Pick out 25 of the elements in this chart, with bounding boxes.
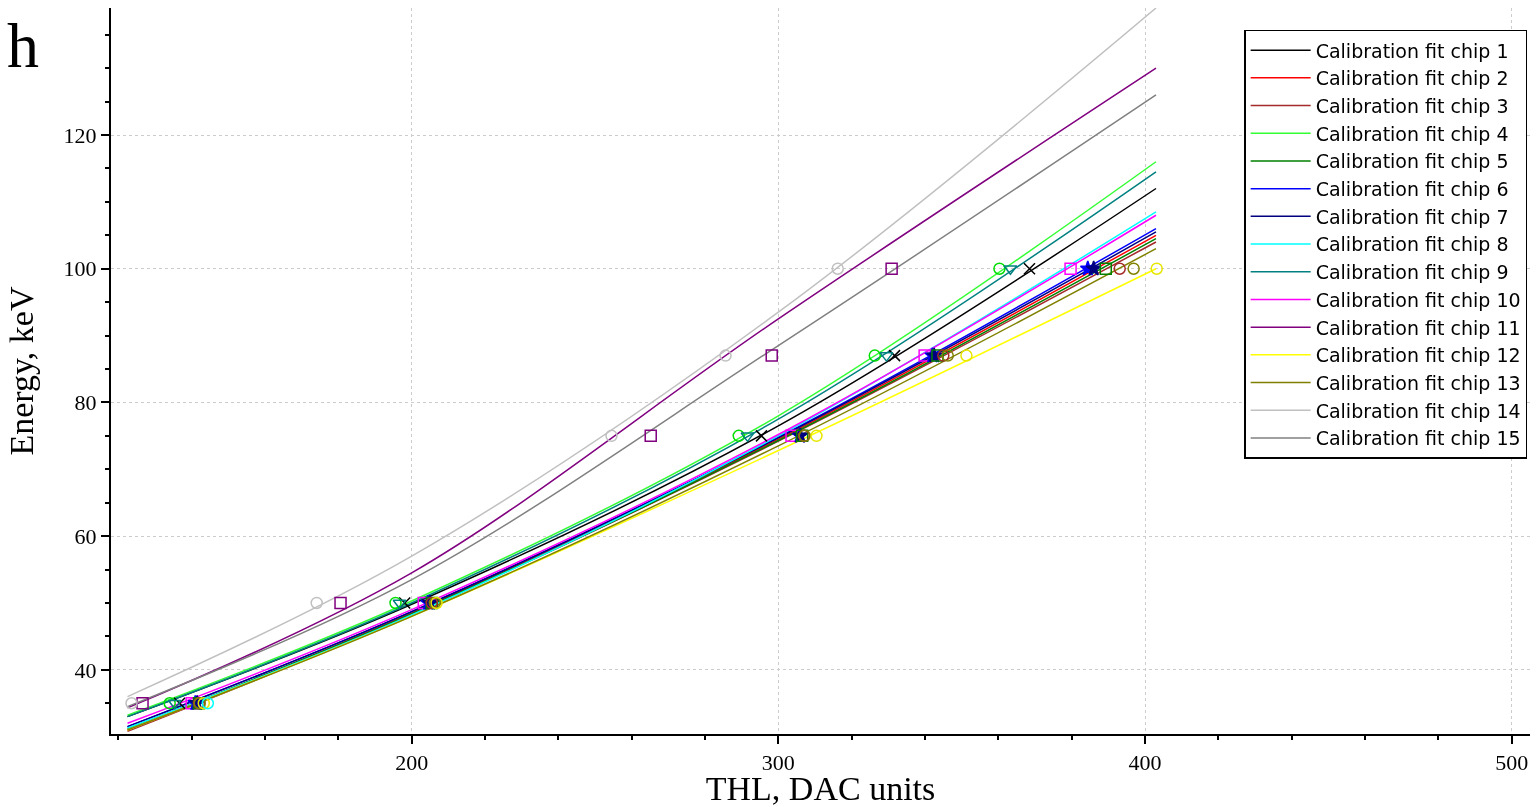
- legend-label: Calibration fit chip 4: [1315, 122, 1509, 145]
- legend-label: Calibration fit chip 13: [1315, 371, 1521, 394]
- y-tick-label: 100: [63, 256, 97, 282]
- x-tick-label: 400: [1128, 750, 1162, 776]
- legend-label: Calibration fit chip 1: [1315, 39, 1509, 62]
- legend-label: Calibration fit chip 7: [1315, 205, 1509, 228]
- y-axis-title: Energy, keV: [2, 286, 40, 456]
- legend-label: Calibration fit chip 11: [1315, 316, 1521, 339]
- x-tick-label: 200: [395, 750, 429, 776]
- x-tick-label: 500: [1495, 750, 1529, 776]
- legend-label: Calibration fit chip 2: [1315, 67, 1509, 90]
- legend-label: Calibration fit chip 14: [1315, 399, 1521, 422]
- y-tick-label: 80: [74, 390, 97, 416]
- legend-label: Calibration fit chip 10: [1315, 288, 1521, 311]
- legend-label: Calibration fit chip 8: [1315, 233, 1509, 256]
- y-tick-label: 40: [74, 657, 97, 683]
- legend-label: Calibration fit chip 5: [1315, 150, 1509, 173]
- legend-label: Calibration fit chip 15: [1315, 427, 1521, 450]
- y-tick-label: 60: [74, 523, 97, 549]
- text: h: [7, 10, 39, 81]
- legend-label: Calibration fit chip 12: [1315, 344, 1521, 367]
- legend-label: Calibration fit chip 9: [1315, 261, 1509, 284]
- legend-label: Calibration fit chip 6: [1315, 178, 1509, 201]
- y-tick-label: 120: [63, 122, 97, 148]
- legend-label: Calibration fit chip 3: [1315, 94, 1509, 117]
